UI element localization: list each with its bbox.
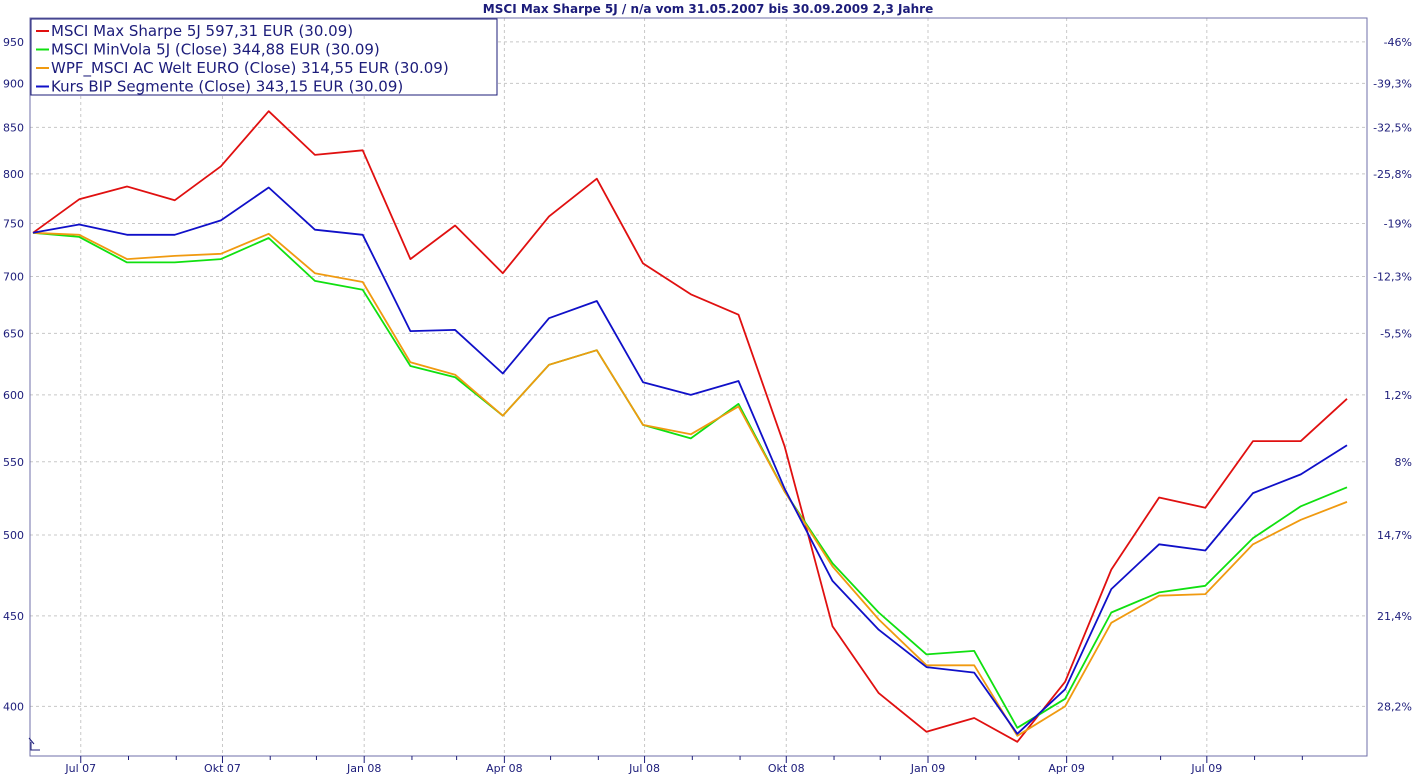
legend-label: Kurs BIP Segmente (Close) 343,15 EUR (30…: [51, 78, 403, 96]
grid: [30, 18, 1367, 756]
y-tick-label-right: 14,7%: [1377, 529, 1412, 542]
legend-label: MSCI Max Sharpe 5J 597,31 EUR (30.09): [51, 22, 353, 40]
y-tick-label-left: 700: [3, 270, 24, 283]
y-tick-label-left: 500: [3, 529, 24, 542]
y-tick-label-right: -46%: [1384, 36, 1412, 49]
y-tick-label-right: -25,8%: [1373, 168, 1412, 181]
y-tick-label-right: -32,5%: [1373, 121, 1412, 134]
y-tick-label-left: 950: [3, 36, 24, 49]
y-tick-label-right: 1,2%: [1384, 389, 1412, 402]
x-tick-label: Jul 08: [628, 762, 660, 775]
legend-box: [30, 18, 498, 96]
y-tick-label-left: 450: [3, 610, 24, 623]
y-tick-label-left: 550: [3, 456, 24, 469]
y-tick-label-left: 400: [3, 700, 24, 713]
y-tick-label-right: 21,4%: [1377, 610, 1412, 623]
y-tick-label-left: 800: [3, 168, 24, 181]
legend-label: WPF_MSCI AC Welt EURO (Close) 314,55 EUR…: [51, 59, 449, 78]
y-tick-label-left: 600: [3, 389, 24, 402]
y-tick-label-right: 28,2%: [1377, 700, 1412, 713]
y-axis-right: 28,2% 21,4% 14,7% 8% 1,2% -5,5% -12,3% -19% -25,…: [1373, 36, 1412, 714]
series-line-2: [32, 231, 1348, 729]
x-tick-label: Okt 07: [204, 762, 241, 775]
y-tick-label-right: -39,3%: [1373, 77, 1412, 90]
chart-title: MSCI Max Sharpe 5J / n/a vom 31.05.2007 …: [483, 2, 933, 16]
x-tick-label: Jan 08: [346, 762, 381, 775]
x-axis: Jul 07 Okt 07 Jan 08 Apr 08 Jul 08 Okt 08 Jan …: [64, 756, 1303, 775]
x-tick-label: Okt 08: [768, 762, 805, 775]
series-line-4: [32, 186, 1348, 735]
series-line-1: [32, 110, 1348, 743]
x-tick-label: Jul 07: [64, 762, 96, 775]
x-tick-label: Apr 08: [486, 762, 523, 775]
plot-area-border: [29, 17, 1368, 757]
series-line-3: [32, 231, 1348, 737]
x-tick-label: Apr 09: [1048, 762, 1085, 775]
legend-label: MSCI MinVola 5J (Close) 344,88 EUR (30.0…: [51, 41, 380, 59]
y-tick-label-right: -5,5%: [1380, 327, 1412, 340]
y-tick-label-left: 650: [3, 327, 24, 340]
corner-marker: [28, 737, 40, 751]
y-axis-left: 400 450 500 550 600 650 700 750 800 850 900 950: [3, 36, 24, 714]
y-tick-label-right: -12,3%: [1373, 270, 1412, 283]
y-tick-label-right: 8%: [1395, 456, 1412, 469]
y-tick-label-left: 850: [3, 121, 24, 134]
x-tick-label: Jul 09: [1190, 762, 1222, 775]
y-tick-label-right: -19%: [1384, 217, 1412, 230]
series-group: [32, 110, 1348, 743]
legend: MSCI Max Sharpe 5J 597,31 EUR (30.09)MSC…: [30, 18, 498, 96]
y-tick-label-left: 750: [3, 217, 24, 230]
y-tick-label-left: 900: [3, 77, 24, 90]
x-tick-label: Jan 09: [910, 762, 945, 775]
